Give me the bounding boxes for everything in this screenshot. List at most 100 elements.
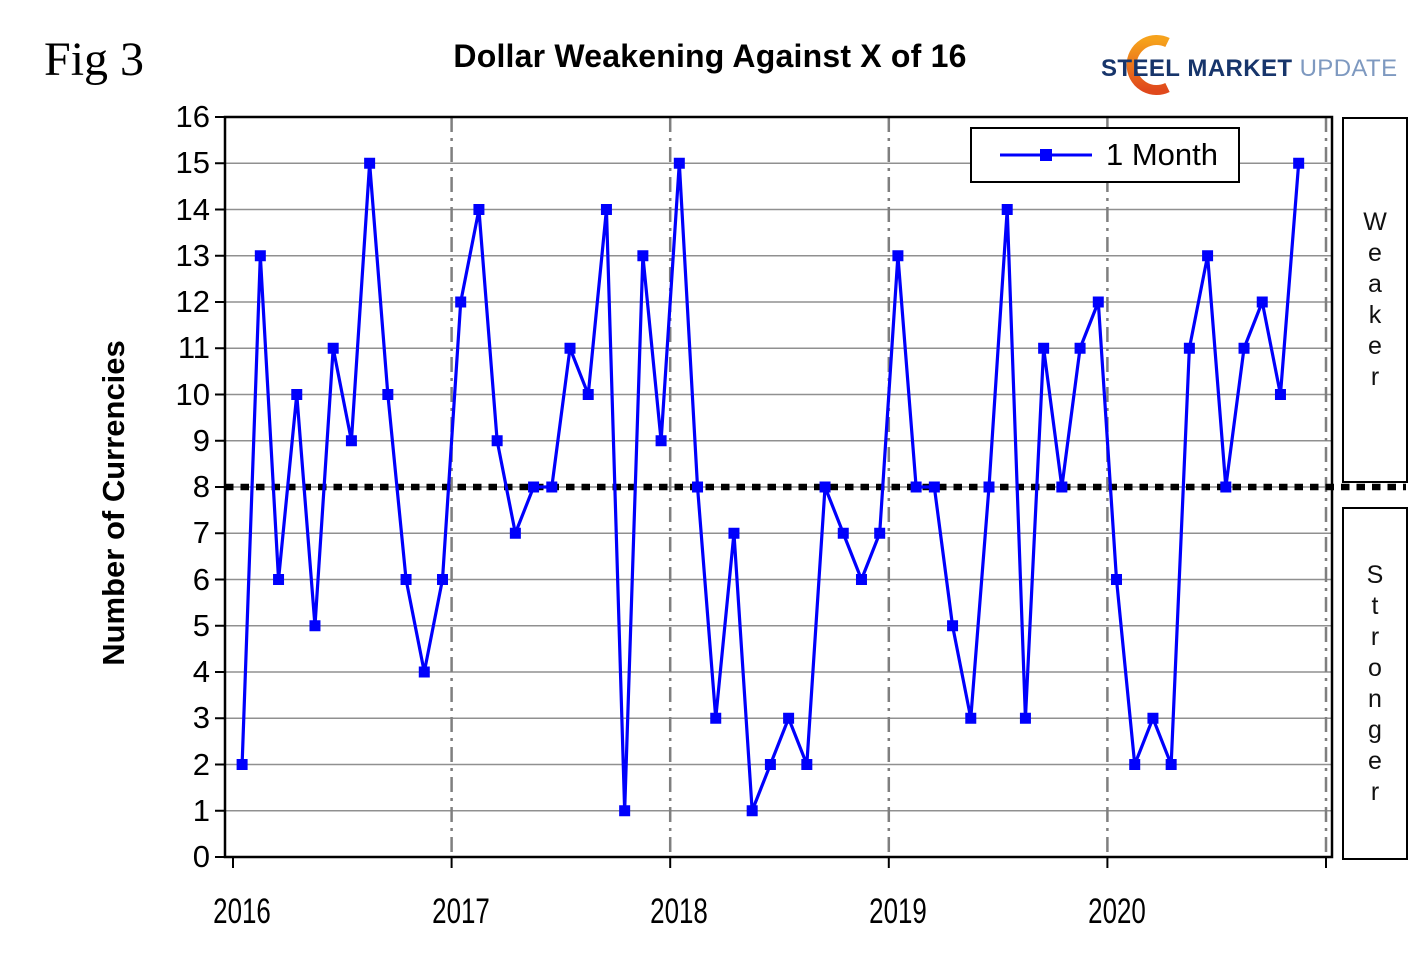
- data-point-2016-10: [400, 574, 412, 585]
- y-tick-label-16: 16: [175, 99, 210, 134]
- data-point-2020-09: [1256, 296, 1268, 308]
- data-point-2019-03: [928, 481, 940, 493]
- data-point-2018-09: [819, 481, 831, 493]
- data-point-2018-01: [673, 157, 685, 169]
- data-point-2016-12: [436, 574, 448, 585]
- data-point-2016-04: [291, 389, 303, 400]
- x-tick-label-2019: 2019: [869, 892, 927, 931]
- y-tick-label-12: 12: [175, 284, 210, 319]
- data-point-2018-12: [874, 527, 886, 539]
- y-tick-label-8: 8: [192, 469, 210, 504]
- data-point-2016-08: [364, 157, 376, 169]
- y-tick-label-0: 0: [192, 839, 210, 874]
- data-point-2019-11: [1074, 342, 1086, 354]
- y-tick-label-6: 6: [192, 561, 210, 597]
- data-point-2019-09: [1038, 342, 1050, 354]
- side-label-letter: S: [1366, 560, 1384, 589]
- data-point-2017-05: [528, 481, 540, 493]
- data-point-2017-06: [546, 481, 558, 493]
- data-point-2019-08: [1019, 712, 1031, 724]
- data-point-2017-03: [491, 435, 503, 447]
- data-point-2018-02: [692, 481, 704, 493]
- data-point-2020-03: [1147, 712, 1159, 724]
- side-label-letter: t: [1371, 591, 1379, 620]
- legend-line-marker-icon: [1000, 149, 1092, 161]
- data-point-2017-02: [473, 204, 485, 215]
- data-point-2020-06: [1202, 250, 1214, 262]
- data-point-2018-10: [837, 527, 849, 539]
- data-point-2018-08: [801, 759, 813, 770]
- data-point-2017-08: [582, 389, 594, 400]
- logo-word-steel: STEEL: [1101, 55, 1181, 82]
- data-point-2018-11: [855, 574, 867, 585]
- y-tick-label-7: 7: [192, 515, 210, 551]
- y-tick-label-1: 1: [192, 792, 210, 828]
- side-label-letter: r: [1370, 363, 1380, 391]
- data-point-2017-10: [619, 805, 631, 817]
- figure-number-label: Fig 3: [44, 33, 145, 86]
- x-tick-label-2016: 2016: [213, 892, 271, 931]
- data-point-2017-07: [564, 342, 576, 354]
- data-point-2017-11: [637, 250, 649, 262]
- logo-crescent-icon: [1126, 35, 1170, 95]
- x-tick-label-2017: 2017: [431, 892, 490, 931]
- x-tick-label-2020: 2020: [1087, 892, 1146, 931]
- logo-word-market: MARKET: [1187, 55, 1293, 82]
- data-point-2018-03: [710, 712, 722, 724]
- data-point-2019-06: [983, 481, 995, 493]
- data-point-2019-10: [1056, 481, 1068, 493]
- data-point-2016-07: [345, 435, 357, 447]
- data-point-2017-01: [455, 296, 467, 308]
- side-label-letter: o: [1368, 653, 1382, 682]
- y-tick-label-14: 14: [175, 191, 210, 227]
- side-label-letter: k: [1368, 301, 1382, 329]
- data-point-2018-07: [783, 712, 795, 724]
- y-tick-label-13: 13: [175, 237, 210, 273]
- y-tick-label-11: 11: [177, 330, 210, 366]
- chart-title: Dollar Weakening Against X of 16: [453, 38, 967, 74]
- data-point-2020-05: [1183, 342, 1195, 354]
- logo-word-update: UPDATE: [1299, 55, 1398, 82]
- y-tick-label-3: 3: [192, 700, 210, 736]
- y-tick-label-9: 9: [192, 422, 210, 458]
- y-tick-label-2: 2: [192, 746, 210, 782]
- data-point-2020-01: [1111, 574, 1123, 585]
- data-point-2018-04: [728, 527, 740, 539]
- logo-text: STEEL MARKET UPDATE: [1101, 55, 1398, 83]
- data-point-2016-06: [327, 342, 339, 354]
- data-point-2019-01: [892, 250, 904, 262]
- data-point-2016-11: [418, 666, 430, 678]
- data-point-2019-05: [965, 712, 977, 724]
- side-label-letter: e: [1368, 332, 1382, 360]
- x-tick-label-2018: 2018: [650, 892, 709, 931]
- side-label-letter: a: [1368, 270, 1382, 298]
- data-point-2016-02: [254, 250, 266, 262]
- legend-label: 1 Month: [1106, 137, 1219, 172]
- y-tick-label-10: 10: [175, 376, 210, 412]
- steel-market-update-logo: STEEL MARKET UPDATE: [1093, 31, 1397, 99]
- data-point-2018-06: [764, 759, 776, 770]
- legend-box: 1 Month: [970, 127, 1240, 183]
- data-point-2016-09: [382, 389, 394, 400]
- data-point-2017-12: [655, 435, 667, 447]
- data-point-2019-02: [910, 481, 922, 493]
- side-label-letter: W: [1363, 208, 1387, 236]
- data-point-2016-01: [236, 759, 248, 770]
- side-label-letter: r: [1370, 777, 1380, 806]
- data-point-2020-04: [1165, 759, 1177, 770]
- data-point-2019-04: [947, 620, 959, 632]
- side-label-letter: e: [1368, 746, 1382, 775]
- data-point-2019-12: [1092, 296, 1104, 308]
- side-label-letter: g: [1368, 715, 1382, 744]
- y-tick-label-4: 4: [192, 654, 210, 689]
- data-point-2020-08: [1238, 342, 1250, 354]
- y-tick-label-15: 15: [175, 145, 210, 181]
- data-point-2020-11: [1293, 157, 1305, 169]
- data-point-2016-05: [309, 620, 321, 632]
- side-label-letter: r: [1370, 622, 1380, 651]
- data-point-2018-05: [746, 805, 758, 817]
- data-point-2017-09: [600, 204, 612, 215]
